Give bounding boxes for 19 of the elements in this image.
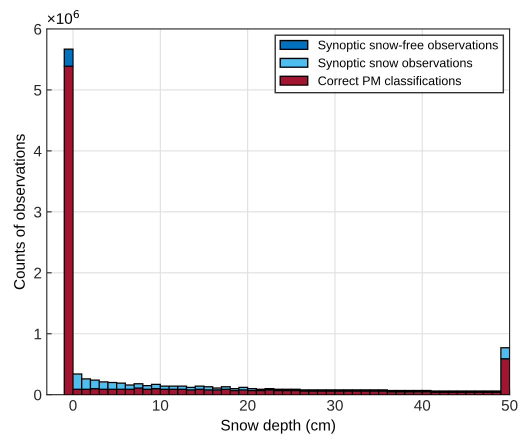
- y-tick-label: 6: [34, 24, 42, 35]
- y-tick-label: 2: [34, 268, 42, 278]
- y-tick-label: 4: [34, 146, 42, 156]
- x-tick-label: 30: [327, 400, 343, 411]
- x-axis-title: Snow depth (cm): [221, 419, 335, 434]
- x-tick-label: 10: [152, 400, 168, 411]
- x-tick-label: 0: [69, 400, 77, 411]
- legend-label: Correct PM classifications: [318, 76, 462, 86]
- y-axis-title: Counts of observations: [14, 134, 25, 290]
- x-tick-label: 50: [502, 400, 518, 411]
- legend-label: Synoptic snow observations: [318, 58, 472, 70]
- y-tick-label: 5: [34, 84, 42, 96]
- x-tick-label: 40: [414, 400, 430, 411]
- text: ×10$^{6}$: [48, 10, 79, 24]
- legend-label: Synoptic snow-free observations: [318, 40, 498, 52]
- y-tick-label: 0: [34, 390, 42, 400]
- y-tick-label: 3: [34, 206, 42, 218]
- y-tick-label: 1: [34, 328, 42, 340]
- x-tick-label: 20: [240, 400, 256, 411]
